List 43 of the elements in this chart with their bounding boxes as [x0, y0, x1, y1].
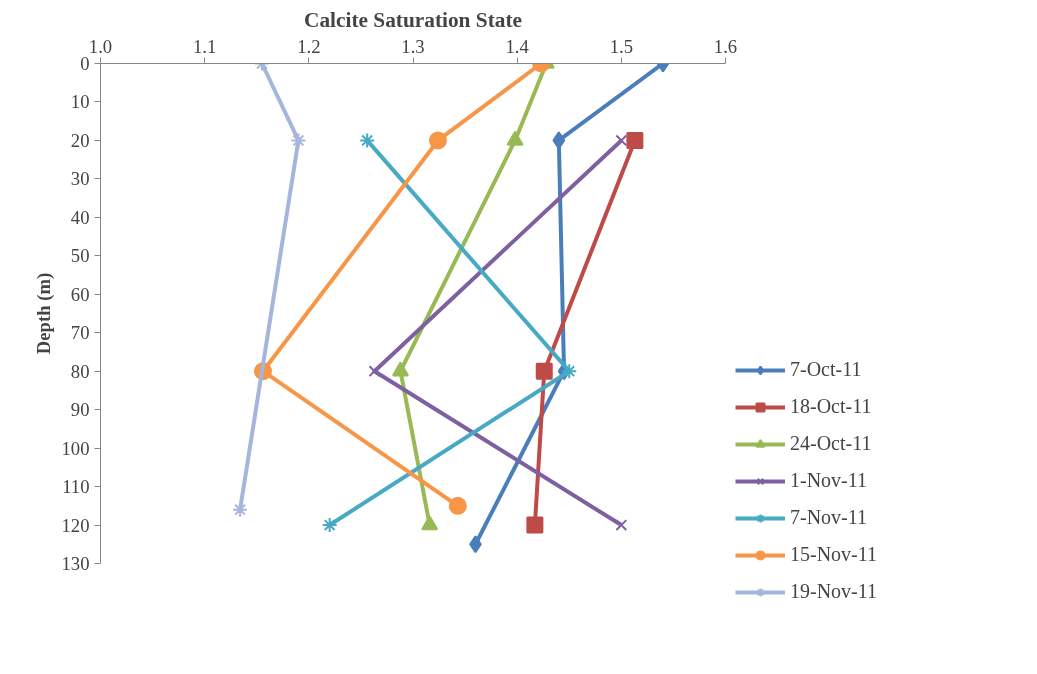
point [290, 132, 307, 149]
legend-label: 24-Oct-11 [790, 432, 872, 455]
y-tick-label: 20 [70, 129, 90, 151]
legend-label: 1-Nov-11 [790, 469, 868, 492]
y-tick-label: 50 [70, 245, 90, 267]
y-tick-label: 80 [70, 360, 90, 382]
point [626, 131, 644, 149]
point [359, 132, 376, 149]
point [615, 134, 628, 147]
y-tick-label: 110 [62, 476, 90, 498]
y-tick-label: 30 [70, 168, 90, 190]
legend-label: 19-Nov-11 [790, 580, 878, 603]
x-tick-label: 1.6 [713, 35, 738, 57]
point [615, 519, 628, 531]
point [552, 131, 566, 150]
y-tick-label: 100 [61, 437, 90, 459]
legend-label: 7-Oct-11 [790, 358, 862, 381]
x-tick-label: 1.0 [88, 35, 113, 57]
point [561, 363, 578, 380]
y-tick-label: 0 [80, 53, 90, 74]
legend-label: 15-Nov-11 [790, 543, 878, 566]
y-tick-label: 60 [70, 283, 90, 305]
chart-title: Calcite Saturation State [304, 7, 523, 32]
point [448, 496, 467, 515]
y-tick-label: 40 [70, 206, 90, 228]
x-tick-label: 1.4 [505, 35, 530, 57]
x-tick-label: 1.1 [193, 35, 217, 57]
point [535, 362, 553, 380]
legend-label: 7-Nov-11 [790, 506, 868, 529]
point [321, 517, 338, 534]
x-tick-label: 1.5 [609, 35, 633, 57]
y-tick-label: 10 [70, 91, 90, 113]
y-tick-label: 90 [70, 399, 90, 421]
x-tick-label: 1.2 [297, 35, 321, 57]
y-tick-label: 120 [61, 514, 90, 536]
y-tick-label: 70 [70, 322, 90, 344]
y-axis-title: Depth (m) [32, 272, 55, 355]
point [421, 515, 439, 531]
legend-label: 18-Oct-11 [790, 395, 872, 418]
point [526, 516, 544, 534]
x-tick-label: 1.3 [401, 35, 425, 57]
y-tick-label: 130 [61, 553, 90, 574]
point [429, 131, 447, 150]
